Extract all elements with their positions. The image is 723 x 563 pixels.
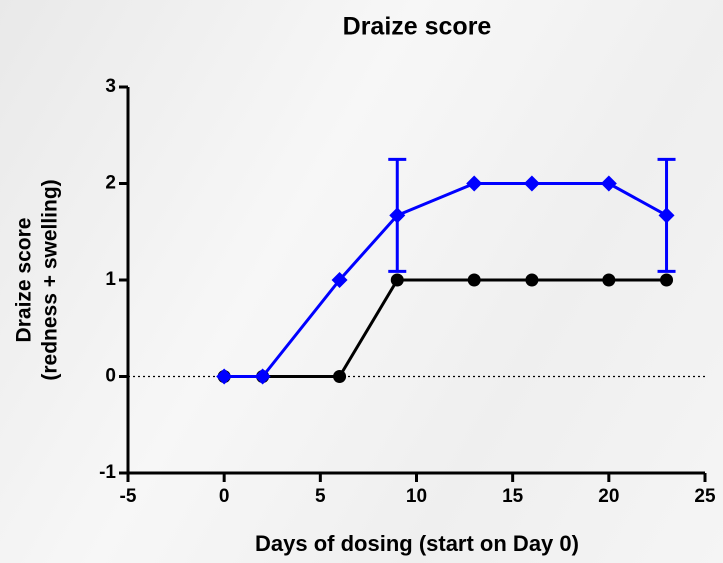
marker (660, 274, 673, 287)
y-axis-label-line: Draize score (13, 218, 36, 343)
marker (391, 274, 404, 287)
y-tick-label: 3 (105, 76, 116, 97)
series-line (224, 280, 666, 377)
marker (333, 370, 346, 383)
chart: Draize score Days of dosing (start on Da… (0, 0, 723, 563)
x-tick-label: 20 (598, 486, 619, 507)
marker (659, 207, 675, 223)
y-axis-label-line: (redness + swelling) (39, 179, 62, 380)
x-tick-label: 15 (502, 486, 524, 507)
x-tick-label: 5 (315, 486, 326, 507)
y-tick-label: -1 (99, 462, 116, 483)
x-tick-label: 10 (406, 486, 427, 507)
chart-title: Draize score (343, 13, 492, 41)
x-tick-label: -5 (120, 486, 137, 507)
y-axis-label: Draize score (redness + swelling) (13, 179, 62, 380)
y-tick-label: 0 (105, 366, 116, 387)
marker (216, 369, 232, 385)
x-axis-label: Days of dosing (start on Day 0) (255, 531, 579, 556)
marker (525, 274, 538, 287)
marker (601, 176, 617, 192)
marker (602, 274, 615, 287)
marker (524, 176, 540, 192)
marker (466, 176, 482, 192)
y-tick-label: 2 (105, 173, 116, 194)
x-tick-label: 25 (694, 486, 716, 507)
y-tick-label: 1 (105, 269, 116, 290)
x-tick-label: 0 (219, 486, 230, 507)
marker (468, 274, 481, 287)
